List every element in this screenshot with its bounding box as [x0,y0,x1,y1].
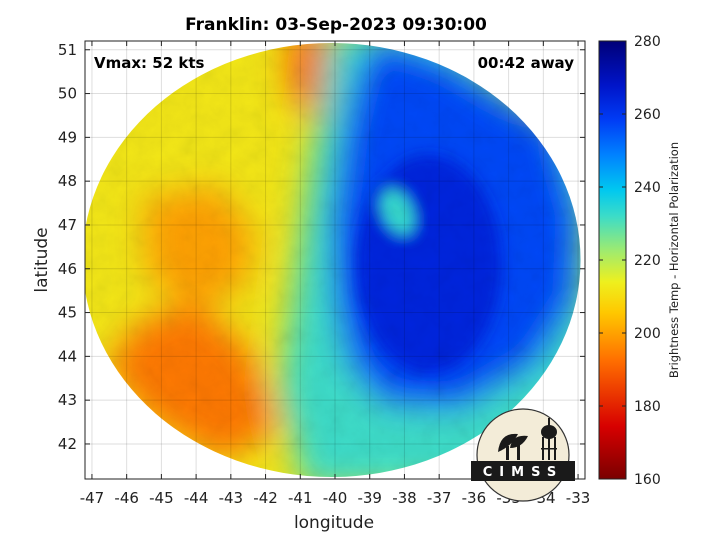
colorbar-tick-label: 260 [634,107,661,123]
y-tick-label: 44 [58,347,77,365]
colorbar-tick-label: 280 [634,34,661,50]
x-tick-label: -37 [427,489,452,507]
x-tick-label: -45 [149,489,174,507]
y-tick-label: 46 [58,260,77,278]
x-tick-label: -36 [462,489,487,507]
colorbar: 160 180 200 220 240 260 280 Brightness Temp - … [598,34,681,488]
y-axis: 42 43 44 45 46 47 48 49 50 51 [58,41,585,453]
y-tick-label: 50 [58,85,77,103]
x-tick-label: -43 [219,489,244,507]
logo-text: CIMSS [483,465,563,480]
y-tick-label: 47 [58,216,77,234]
x-tick-label: -38 [392,489,417,507]
colorbar-tick-label: 200 [634,326,661,342]
tb-swath [85,43,581,477]
grid [85,41,585,479]
colorbar-tick-label: 240 [634,180,661,196]
x-tick-label: -39 [357,489,382,507]
y-tick-label: 51 [58,41,77,59]
x-axis: -47-46-45-44-43-42-41-40-39-38-37-36-35-… [80,41,591,507]
x-tick-label: -46 [114,489,139,507]
colorbar-gradient [599,41,626,479]
chart-title: Franklin: 03-Sep-2023 09:30:00 [185,15,487,35]
x-tick-label: -42 [253,489,278,507]
colorbar-label: Brightness Temp - Horizontal Polarizatio… [667,142,681,378]
texture-overlay [85,43,581,477]
cimss-logo: CIMSS [471,408,575,502]
y-tick-label: 43 [58,391,77,409]
x-tick-label: -41 [288,489,313,507]
x-tick-label: -44 [184,489,209,507]
y-axis-label: latitude [32,227,52,292]
water-tower-icon [541,418,557,460]
x-tick-label: -33 [566,489,591,507]
logo-band [471,461,575,481]
y-tick-label: 48 [58,172,77,190]
colorbar-tick-label: 160 [634,472,661,488]
y-tick-label: 42 [58,435,77,453]
colorbar-ticks: 160 180 200 220 240 260 280 [599,34,661,488]
colorbar-tick-label: 180 [634,399,661,415]
y-tick-label: 45 [58,304,77,322]
colorbar-tick-label: 220 [634,253,661,269]
x-tick-label: -40 [323,489,348,507]
plot-area [85,41,585,479]
y-tick-label: 49 [58,128,77,146]
x-tick-label: -47 [80,489,105,507]
satellite-dish-icon [498,433,528,460]
vmax-annotation: Vmax: 52 kts [94,54,204,72]
time-away-annotation: 00:42 away [478,54,575,72]
x-axis-label: longitude [294,513,374,533]
